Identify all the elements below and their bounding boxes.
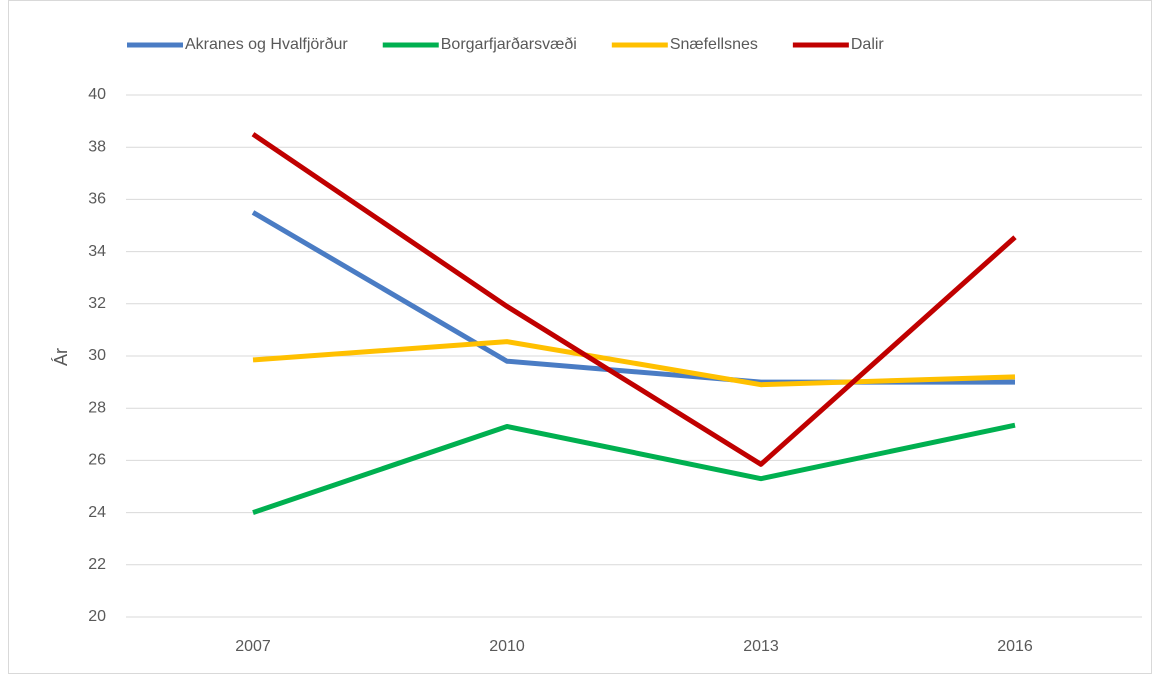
y-tick-label: 38	[88, 138, 106, 155]
legend-label: Akranes og Hvalfjörður	[185, 36, 348, 53]
y-axis-label: Ár	[51, 348, 71, 366]
chart-frame	[8, 0, 1152, 674]
y-tick-label: 28	[88, 399, 106, 416]
y-tick-label: 22	[88, 556, 106, 573]
y-tick-label: 32	[88, 295, 106, 312]
x-tick-label: 2013	[743, 638, 779, 655]
y-tick-label: 30	[88, 347, 106, 364]
y-tick-label: 40	[88, 86, 106, 103]
y-tick-label: 36	[88, 191, 106, 208]
x-tick-label: 2010	[489, 638, 525, 655]
series-line	[252, 339, 1016, 388]
x-tick-label: 2007	[235, 638, 271, 655]
x-tick-label: 2016	[997, 638, 1033, 655]
legend-label: Snæfellsnes	[670, 36, 758, 53]
y-tick-label: 20	[88, 608, 106, 625]
y-tick-label: 26	[88, 452, 106, 469]
y-tick-label: 34	[88, 243, 106, 260]
series-line	[252, 422, 1016, 515]
legend-label: Borgarfjarðarsvæði	[441, 36, 577, 53]
legend-label: Dalir	[851, 36, 885, 53]
series-line	[251, 132, 1017, 467]
y-tick-label: 24	[88, 504, 106, 521]
